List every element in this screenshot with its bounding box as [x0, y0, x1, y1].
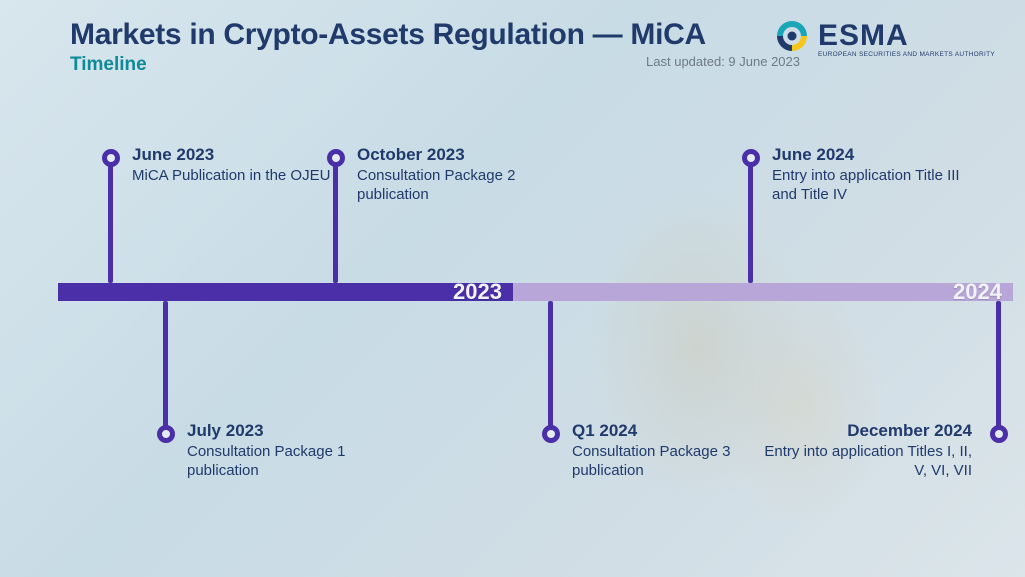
- milestone-label: October 2023Consultation Package 2 publi…: [357, 145, 567, 205]
- esma-logo-text: ESMA: [818, 19, 909, 53]
- milestone-label: June 2023 MiCA Publication in the OJEU: [132, 145, 342, 186]
- milestone-description: Consultation Package 2 publication: [357, 167, 567, 205]
- milestone-description: Entry into application Titles I, II, V, …: [762, 443, 972, 481]
- milestone-description: Consultation Package 3 publication: [572, 443, 782, 481]
- header: Markets in Crypto-Assets Regulation — Mi…: [70, 18, 995, 76]
- milestone-date: Q1 2024: [572, 421, 782, 441]
- year-label-2024: 2024: [953, 279, 1002, 305]
- milestone-description: MiCA Publication in the OJEU: [132, 167, 342, 186]
- timeline: 2023 2024 June 2023MiCA Publication in t…: [58, 283, 1013, 301]
- milestone-date: June 2023: [132, 145, 342, 165]
- milestone-date: July 2023: [187, 421, 397, 441]
- milestone-label: June 2024Entry into application Title II…: [772, 145, 982, 205]
- milestone-description: Consultation Package 1 publication: [187, 443, 397, 481]
- title-block: Markets in Crypto-Assets Regulation — Mi…: [70, 18, 706, 76]
- milestone-dot-icon: [990, 425, 1008, 443]
- milestone-date: June 2024: [772, 145, 982, 165]
- milestone-stem: [163, 301, 168, 429]
- year-label-2023: 2023: [453, 279, 502, 305]
- esma-logo-subtext: EUROPEAN SECURITIES AND MARKETS AUTHORIT…: [818, 51, 995, 58]
- milestone-dot-icon: [157, 425, 175, 443]
- milestone-dot-icon: [542, 425, 560, 443]
- milestone-label: Q1 2024Consultation Package 3 publicatio…: [572, 421, 782, 481]
- last-updated: Last updated: 9 June 2023: [646, 54, 800, 69]
- page-title: Markets in Crypto-Assets Regulation — Mi…: [70, 18, 706, 52]
- milestone-stem: [996, 301, 1001, 429]
- milestone-date: December 2024: [762, 421, 972, 441]
- milestone-stem: [748, 163, 753, 283]
- milestone-stem: [333, 163, 338, 283]
- milestone-date: October 2023: [357, 145, 567, 165]
- timeline-track-2023: [58, 283, 513, 301]
- milestone-label: July 2023Consultation Package 1 publicat…: [187, 421, 397, 481]
- timeline-track-2024: [513, 283, 1013, 301]
- esma-logo: ESMA EUROPEAN SECURITIES AND MARKETS AUT…: [774, 18, 995, 59]
- page-subtitle: Timeline: [70, 54, 706, 76]
- milestone-stem: [108, 163, 113, 283]
- esma-logo-icon: [774, 18, 810, 59]
- milestone-label: December 2024Entry into application Titl…: [762, 421, 972, 481]
- milestone-description: Entry into application Title III and Tit…: [772, 167, 982, 205]
- milestone-stem: [548, 301, 553, 429]
